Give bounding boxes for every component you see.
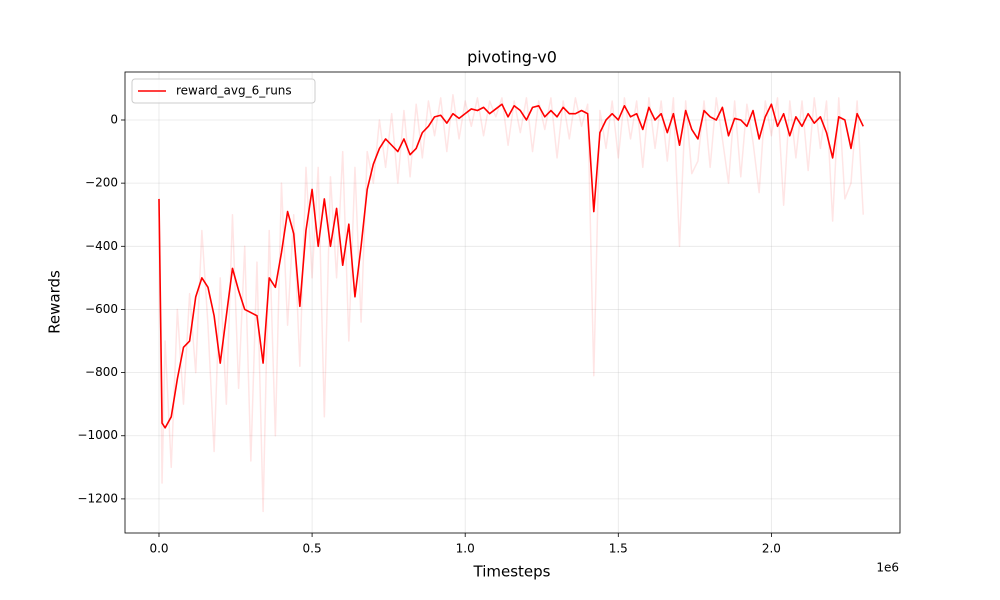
y-tick-label: 0 bbox=[110, 112, 118, 126]
legend-box bbox=[131, 78, 316, 104]
y-tick-label: −200 bbox=[85, 176, 118, 190]
y-tick-label: −400 bbox=[85, 239, 118, 253]
x-offset-label: 1e6 bbox=[876, 561, 899, 575]
x-tick-label: 0.0 bbox=[149, 542, 168, 556]
x-axis-label: Timesteps bbox=[473, 563, 551, 581]
y-axis-label: Rewards bbox=[46, 270, 64, 334]
y-tick-label: −800 bbox=[85, 365, 118, 379]
legend-label: reward_avg_6_runs bbox=[176, 84, 292, 98]
x-tick-label: 1.5 bbox=[609, 542, 628, 556]
plot-frame bbox=[124, 71, 901, 534]
x-tick-label: 2.0 bbox=[762, 542, 781, 556]
chart-title: pivoting-v0 bbox=[467, 48, 557, 67]
y-tick-label: −1000 bbox=[77, 428, 118, 442]
line-series bbox=[158, 93, 865, 513]
y-tick-label: −600 bbox=[85, 302, 118, 316]
line-series bbox=[158, 103, 864, 429]
x-tick-label: 1.0 bbox=[456, 542, 475, 556]
x-tick-label: 0.5 bbox=[303, 542, 322, 556]
y-tick-label: −1200 bbox=[77, 491, 118, 505]
